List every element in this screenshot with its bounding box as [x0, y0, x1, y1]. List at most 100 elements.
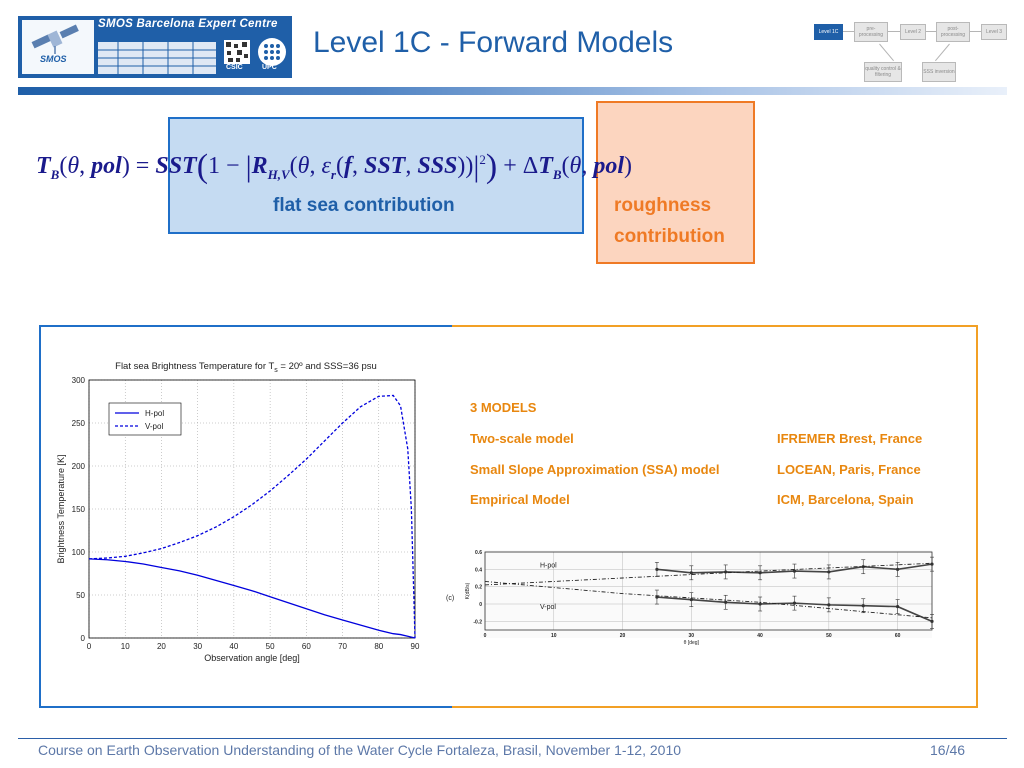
- chart2-series-h-pol-model: [484, 562, 933, 586]
- chart1-series-v-pol: [88, 394, 416, 639]
- chart1-series: [88, 394, 416, 639]
- chart2-y-tick-label: 0: [479, 602, 482, 608]
- chart2-point: [896, 567, 900, 571]
- chart2-point: [792, 569, 797, 573]
- chart1-x-tick-label: 30: [193, 642, 202, 651]
- empirical-model-chart: 0 10 20 30 40 50 60-0.200.20.40.6 (c) θ [deg] …: [446, 550, 934, 646]
- chart2-series-label: V-pol: [540, 604, 556, 611]
- footer-course-text: Course on Earth Observation Understandin…: [38, 742, 682, 758]
- chart2-point: [758, 571, 762, 575]
- chart2-ticks: 0 10 20 30 40 50 60 -0.2 0 0.2 0.4 0.6: [473, 550, 900, 639]
- chart1-legend-label: H-pol: [145, 409, 164, 418]
- chart1-y-tick-label: 300: [72, 376, 86, 385]
- chart1-y-tick-label: 50: [76, 591, 85, 600]
- flow-box-postprocessing: post-processing: [936, 22, 970, 42]
- chart2-point: [689, 571, 693, 575]
- chart1-plot-area: [88, 379, 416, 639]
- chart2-x-tick-label: 50: [826, 633, 832, 639]
- chart1-x-tick-label: 80: [374, 642, 383, 651]
- chart1-x-tick-label: 50: [266, 642, 275, 651]
- chart1-y-tick-label: 150: [72, 505, 86, 514]
- flow-box-quality-control: quality control & filtering: [864, 62, 902, 82]
- chart2-y-tick-label: 0.6: [475, 550, 482, 556]
- chart1-series-h-pol: [88, 558, 416, 639]
- chart2-point: [861, 604, 865, 608]
- chart1-x-tick-label: 20: [157, 642, 166, 651]
- header-separator: [18, 87, 1007, 95]
- footer-divider: [18, 738, 1007, 739]
- chart2-x-tick-label: 30: [689, 633, 695, 639]
- chart2-point: [724, 600, 728, 604]
- chart2-point: [655, 567, 659, 571]
- chart1-ticks: 0 10 20 30 40 50 60 70 80 90 0 50 100 150 200 250 300: [72, 376, 420, 651]
- chart2-y-tick-label: 0.2: [475, 585, 482, 591]
- model-name: Empirical Model: [470, 492, 570, 507]
- chart2-x-tick-label: 20: [620, 633, 626, 639]
- logo-upc-text: UPC: [262, 64, 277, 71]
- chart2-x-tick-label: 60: [895, 633, 901, 639]
- content-frame-left: [39, 325, 452, 708]
- chart1-legend: H-pol V-pol: [108, 402, 182, 436]
- chart2-series: [484, 556, 934, 629]
- model-institution: LOCEAN, Paris, France: [777, 462, 921, 477]
- chart1-ylabel: Brightness Temperature [K]: [56, 455, 66, 564]
- chart2-series-labels: H-pol V-pol: [540, 563, 557, 612]
- brightness-temperature-formula: TB(θ, pol) = SST(1 − |RH,V(θ, εr(f, SST,…: [36, 148, 632, 185]
- chart2-point: [930, 562, 934, 566]
- model-institution: IFREMER Brest, France: [777, 431, 923, 446]
- chart1-xlabel: Observation angle [deg]: [204, 653, 300, 663]
- flat-sea-label: flat sea contribution: [273, 195, 455, 216]
- flat-sea-tb-chart: Flat sea Brightness Temperature for Ts =…: [56, 361, 420, 663]
- chart1-y-tick-label: 250: [72, 419, 86, 428]
- chart2-plot-area: [484, 551, 933, 631]
- chart2-point: [930, 619, 934, 623]
- chart2-y-tick-label: 0.4: [475, 567, 482, 573]
- chart2-x-tick-label: 40: [757, 633, 763, 639]
- chart2-point: [827, 570, 831, 574]
- content-frame-right: [452, 325, 978, 708]
- roughness-label-line1: roughness: [614, 195, 712, 216]
- chart2-point: [827, 603, 831, 607]
- building-icon: [98, 38, 286, 74]
- chart2-x-tick-label: 10: [551, 633, 557, 639]
- page-title: Level 1C - Forward Models: [313, 26, 674, 59]
- flow-box-preprocessing: pre-processing: [854, 22, 888, 42]
- chart1-y-tick-label: 200: [72, 462, 86, 471]
- chart1-legend-box: [108, 402, 182, 436]
- logo-title: SMOS Barcelona Expert Centre: [98, 18, 278, 30]
- flow-box-level1c: Level 1C: [814, 24, 843, 40]
- model-name: Two-scale model: [470, 431, 574, 446]
- logo-csic-text: CSIC: [226, 64, 243, 71]
- chart1-x-tick-label: 40: [229, 642, 238, 651]
- chart2-y-tick-label: -0.2: [473, 619, 482, 625]
- chart1-title: Flat sea Brightness Temperature for Ts =…: [115, 361, 377, 374]
- roughness-label: roughness contribution: [614, 190, 725, 252]
- chart1-legend-label: V-pol: [145, 422, 163, 431]
- flow-box-level3: Level 3: [981, 24, 1007, 40]
- chart2-point: [758, 602, 762, 606]
- chart1-y-tick-label: 0: [81, 634, 86, 643]
- chart2-series-label: H-pol: [540, 563, 557, 570]
- chart1-x-tick-label: 90: [411, 642, 420, 651]
- chart1-x-tick-label: 10: [121, 642, 130, 651]
- processing-flow-diagram: Level 1C pre-processing Level 2 post-pro…: [814, 18, 1014, 82]
- model-institution: ICM, Barcelona, Spain: [777, 492, 914, 507]
- flow-box-level2: Level 2: [900, 24, 926, 40]
- logo-smos-text: SMOS: [40, 54, 67, 64]
- chart2-series-v-pol-model: [484, 581, 933, 619]
- chart2-ylabel: K(dB/s): [465, 582, 471, 599]
- satellite-icon: [22, 20, 94, 74]
- chart2-x-tick-label: 0: [484, 633, 487, 639]
- chart2-point: [689, 598, 693, 602]
- flat-sea-highlight-box: [168, 117, 584, 234]
- model-name: Small Slope Approximation (SSA) model: [470, 462, 720, 477]
- chart2-point: [896, 605, 900, 609]
- flow-box-sss-inversion: SSS inversion: [922, 62, 956, 82]
- models-heading: 3 MODELS: [470, 400, 537, 415]
- chart2-point: [792, 601, 797, 605]
- chart1-x-tick-label: 0: [87, 642, 92, 651]
- chart1-x-tick-label: 60: [302, 642, 311, 651]
- chart2-xlabel: θ [deg]: [684, 640, 700, 646]
- chart1-y-tick-label: 100: [72, 548, 86, 557]
- chart2-panel-label: (c): [446, 595, 454, 602]
